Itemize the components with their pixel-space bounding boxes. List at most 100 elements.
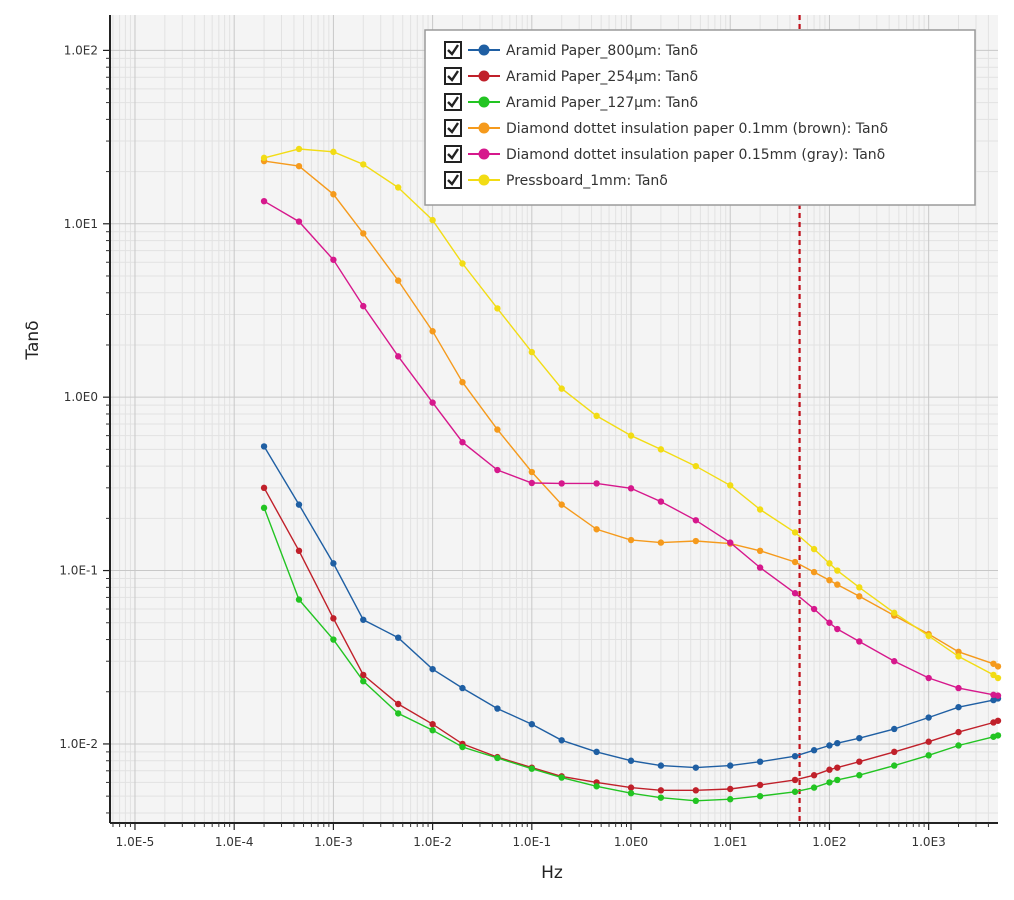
data-point[interactable] [593,526,600,533]
data-point[interactable] [810,747,818,754]
data-point[interactable] [891,762,898,769]
data-point[interactable] [955,728,962,736]
data-point[interactable] [955,703,962,711]
data-point[interactable] [395,700,402,708]
data-point[interactable] [791,788,799,795]
data-point[interactable] [856,734,863,742]
data-point[interactable] [834,581,841,588]
data-point[interactable] [657,539,665,546]
data-point[interactable] [856,758,863,765]
data-point[interactable] [826,619,833,626]
legend-checkbox[interactable] [444,119,462,137]
data-point[interactable] [657,498,665,505]
data-point[interactable] [834,625,841,633]
data-point[interactable] [826,779,833,786]
data-point[interactable] [657,446,665,453]
data-point[interactable] [856,638,863,645]
data-point[interactable] [791,558,799,566]
data-point[interactable] [528,468,536,476]
data-point[interactable] [856,593,863,600]
data-point[interactable] [330,191,337,198]
data-point[interactable] [756,781,764,789]
data-point[interactable] [260,197,268,205]
data-point[interactable] [657,794,665,801]
data-point[interactable] [657,762,665,769]
data-point[interactable] [692,797,700,805]
data-point[interactable] [891,725,898,733]
data-point[interactable] [810,605,818,613]
data-point[interactable] [593,412,600,420]
data-point[interactable] [429,399,436,406]
data-point[interactable] [330,615,337,622]
data-point[interactable] [330,256,337,263]
data-point[interactable] [692,787,700,794]
legend-checkbox[interactable] [444,41,462,59]
data-point[interactable] [395,184,402,191]
data-point[interactable] [360,161,367,168]
data-point[interactable] [395,353,402,360]
data-point[interactable] [295,145,303,153]
data-point[interactable] [459,743,466,751]
data-point[interactable] [955,648,962,655]
legend-checkbox[interactable] [444,171,462,189]
data-point[interactable] [558,385,565,392]
data-point[interactable] [627,789,635,797]
data-point[interactable] [360,616,367,623]
data-point[interactable] [459,378,466,386]
data-point[interactable] [395,634,402,641]
data-point[interactable] [459,438,466,446]
data-point[interactable] [990,671,997,679]
data-point[interactable] [360,678,367,685]
data-point[interactable] [925,738,932,745]
data-point[interactable] [925,752,932,759]
data-point[interactable] [810,772,818,779]
data-point[interactable] [826,560,833,567]
data-point[interactable] [260,154,268,162]
data-point[interactable] [429,720,436,728]
data-point[interactable] [925,714,932,721]
data-point[interactable] [360,230,367,237]
data-point[interactable] [459,684,466,692]
data-point[interactable] [627,536,635,544]
data-point[interactable] [295,218,303,225]
data-point[interactable] [810,545,818,553]
data-point[interactable] [891,748,898,756]
data-point[interactable] [856,584,863,591]
data-point[interactable] [791,776,799,784]
data-point[interactable] [856,772,863,779]
data-point[interactable] [955,653,962,660]
data-point[interactable] [727,762,734,769]
data-point[interactable] [727,796,734,803]
data-point[interactable] [994,674,1002,682]
data-point[interactable] [429,727,436,734]
data-point[interactable] [558,737,565,744]
data-point[interactable] [295,501,303,508]
data-point[interactable] [994,692,1002,699]
data-point[interactable] [756,792,764,800]
data-point[interactable] [459,260,466,267]
data-point[interactable] [826,576,833,584]
data-point[interactable] [834,739,841,747]
legend-checkbox[interactable] [444,145,462,163]
data-point[interactable] [791,752,799,760]
data-point[interactable] [558,774,565,781]
data-point[interactable] [295,547,303,555]
data-point[interactable] [627,784,635,791]
data-point[interactable] [494,466,501,474]
data-point[interactable] [994,717,1002,724]
data-point[interactable] [692,517,700,524]
data-point[interactable] [593,748,600,756]
data-point[interactable] [810,568,818,576]
data-point[interactable] [756,506,764,513]
data-point[interactable] [810,784,818,791]
data-point[interactable] [727,785,734,793]
data-point[interactable] [826,766,833,773]
data-point[interactable] [925,632,932,640]
data-point[interactable] [627,485,635,492]
data-point[interactable] [330,560,337,567]
data-point[interactable] [627,432,635,439]
data-point[interactable] [925,674,932,682]
data-point[interactable] [330,148,337,156]
data-point[interactable] [528,348,536,356]
data-point[interactable] [791,590,799,597]
